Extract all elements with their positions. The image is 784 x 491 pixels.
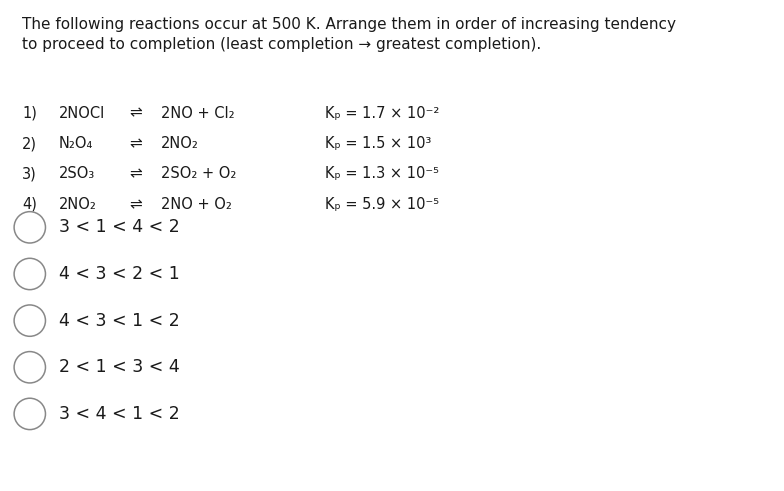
Text: 2NO + O₂: 2NO + O₂	[161, 197, 231, 212]
Text: Kₚ = 1.5 × 10³: Kₚ = 1.5 × 10³	[325, 136, 432, 151]
Text: ⇌: ⇌	[129, 197, 142, 212]
Text: 4 < 3 < 1 < 2: 4 < 3 < 1 < 2	[59, 312, 180, 330]
Text: 3 < 1 < 4 < 2: 3 < 1 < 4 < 2	[59, 218, 180, 237]
Text: Kₚ = 1.7 × 10⁻²: Kₚ = 1.7 × 10⁻²	[325, 106, 440, 121]
Text: ⇌: ⇌	[129, 166, 142, 182]
Text: N₂O₄: N₂O₄	[59, 136, 93, 151]
Text: 2SO₃: 2SO₃	[59, 166, 95, 182]
Text: 3 < 4 < 1 < 2: 3 < 4 < 1 < 2	[59, 405, 180, 423]
Text: 2): 2)	[22, 136, 37, 151]
Text: 2NO₂: 2NO₂	[161, 136, 198, 151]
Text: The following reactions occur at 500 K. Arrange them in order of increasing tend: The following reactions occur at 500 K. …	[22, 17, 676, 32]
Text: to proceed to completion (least completion → greatest completion).: to proceed to completion (least completi…	[22, 37, 541, 52]
Text: ⇌: ⇌	[129, 136, 142, 151]
Text: Kₚ = 1.3 × 10⁻⁵: Kₚ = 1.3 × 10⁻⁵	[325, 166, 439, 182]
Text: 3): 3)	[22, 166, 37, 182]
Text: 2NO + Cl₂: 2NO + Cl₂	[161, 106, 234, 121]
Text: 2 < 1 < 3 < 4: 2 < 1 < 3 < 4	[59, 358, 180, 377]
Text: 2NO₂: 2NO₂	[59, 197, 96, 212]
Text: Kₚ = 5.9 × 10⁻⁵: Kₚ = 5.9 × 10⁻⁵	[325, 197, 440, 212]
Text: 4 < 3 < 2 < 1: 4 < 3 < 2 < 1	[59, 265, 180, 283]
Text: 4): 4)	[22, 197, 37, 212]
Text: 2NOCl: 2NOCl	[59, 106, 105, 121]
Text: 2SO₂ + O₂: 2SO₂ + O₂	[161, 166, 236, 182]
Text: 1): 1)	[22, 106, 37, 121]
Text: ⇌: ⇌	[129, 106, 142, 121]
